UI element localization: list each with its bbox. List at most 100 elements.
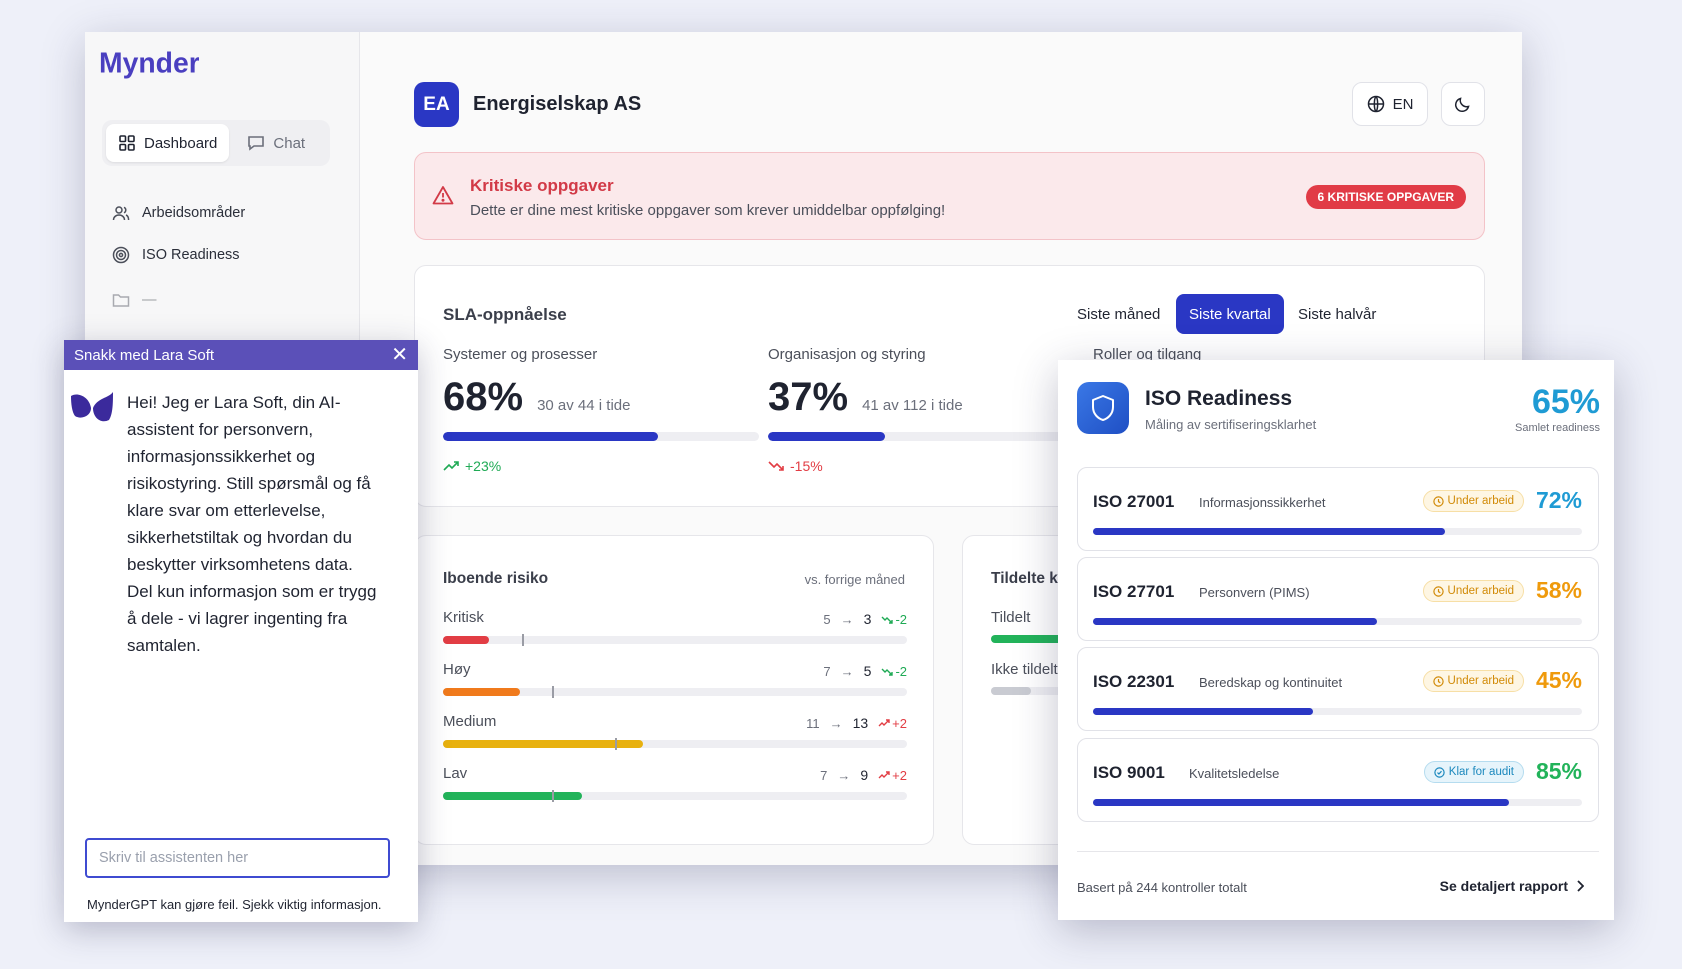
risk-row: Lav 7 → 9 +2 — [443, 765, 907, 802]
metric-trend: -15% — [768, 458, 1084, 474]
clock-icon — [1432, 495, 1444, 507]
metric-label: Roller og tilgang — [1093, 346, 1202, 363]
iso-progress-bar — [1093, 528, 1582, 535]
arrow-right-icon: → — [837, 767, 851, 783]
risk-bar — [443, 634, 907, 646]
iso-title: ISO Readiness — [1145, 387, 1293, 410]
arrow-right-icon: → — [840, 611, 854, 627]
svg-text:Mynder: Mynder — [99, 47, 199, 79]
metric-percent: 37% — [768, 375, 849, 419]
metric-sub: 41 av 112 i tide — [862, 397, 963, 414]
iso-code: ISO 22301 — [1093, 672, 1175, 691]
period-last-quarter[interactable]: Siste kvartal — [1176, 294, 1284, 334]
iso-standard-row[interactable]: ISO 27001 Informasjonssikkerhet Under arbe… — [1077, 467, 1599, 551]
chat-input[interactable] — [85, 838, 390, 878]
risk-delta: -2 — [881, 612, 907, 627]
sla-metric: Organisasjon og styring 37% 41 av 112 i … — [768, 346, 1084, 474]
trend-down-icon — [768, 461, 784, 471]
metric-sub: 30 av 44 i tide — [537, 397, 631, 414]
risk-bar — [443, 738, 907, 750]
period-last-half-year[interactable]: Siste halvår — [1298, 305, 1377, 323]
iso-standard-row[interactable]: ISO 9001 Kvalitetsledelse Klar for audit 85… — [1077, 738, 1599, 822]
metric-percent: 68% — [443, 375, 524, 419]
risk-level-label: Kritisk — [443, 609, 484, 626]
metric-progress-bar — [768, 432, 1084, 441]
sidebar-item-iso-readiness[interactable]: ISO Readiness — [112, 246, 240, 264]
org-avatar[interactable]: EA — [414, 82, 459, 127]
grid-icon — [119, 135, 135, 151]
assigned-row-label: Ikke tildelt — [991, 661, 1058, 678]
chat-tab[interactable]: Chat — [235, 124, 317, 162]
iso-status-badge: Klar for audit — [1423, 761, 1524, 783]
risk-level-label: Medium — [443, 713, 497, 730]
close-icon[interactable]: ✕ — [391, 344, 408, 366]
detailed-report-link[interactable]: Se detaljert rapport — [1440, 878, 1584, 894]
critical-count-badge: 6 KRITISKE OPPGAVER — [1305, 185, 1466, 209]
risk-change: 11 → 13 +2 — [806, 715, 907, 731]
assistant-message: Hei! Jeg er Lara Soft, din AI-assistent … — [127, 393, 377, 655]
iso-status-badge: Under arbeid — [1422, 580, 1524, 602]
risk-current: 3 — [863, 611, 872, 627]
clock-icon — [1432, 585, 1444, 597]
sidebar-item-label: — — [142, 292, 157, 308]
risk-bar — [443, 686, 907, 698]
iso-status-badge: Under arbeid — [1422, 490, 1524, 512]
iso-code: ISO 27701 — [1093, 582, 1175, 601]
risk-change: 5 → 3 -2 — [823, 611, 907, 627]
dashboard-tab[interactable]: Dashboard — [106, 124, 230, 162]
risk-previous: 11 — [806, 715, 820, 731]
trend-up-icon — [878, 770, 890, 778]
period-last-month[interactable]: Siste måned — [1077, 305, 1161, 323]
iso-code: ISO 27001 — [1093, 492, 1175, 511]
metric-progress-bar — [443, 432, 759, 441]
folder-icon — [112, 294, 130, 307]
iso-progress-bar — [1093, 708, 1582, 715]
risk-current: 9 — [860, 767, 869, 783]
risk-bar — [443, 790, 907, 802]
sidebar-item-arbeidsomrader[interactable]: Arbeidsområder — [112, 204, 245, 222]
check-circle-icon — [1434, 766, 1445, 778]
metric-label: Organisasjon og styring — [768, 346, 926, 363]
moon-icon — [1454, 97, 1470, 113]
view-toggle: Dashboard Chat — [102, 120, 330, 166]
metric-label: Systemer og prosesser — [443, 346, 598, 363]
risk-delta: +2 — [878, 768, 907, 783]
risk-row: Kritisk 5 → 3 -2 — [443, 609, 907, 646]
risk-current: 13 — [852, 715, 869, 731]
risk-change: 7 → 9 +2 — [820, 767, 907, 783]
iso-total-label: Samlet readiness — [1515, 422, 1600, 434]
chat-header: Snakk med Lara Soft ✕ — [64, 340, 418, 370]
chat-disclaimer: MynderGPT kan gjøre feil. Sjekk viktig i… — [87, 897, 382, 912]
warning-icon — [432, 186, 454, 205]
chat-title: Snakk med Lara Soft — [74, 346, 215, 364]
assigned-row-label: Tildelt — [991, 609, 1031, 626]
iso-subtitle: Måling av sertifiseringsklarhet — [1145, 417, 1317, 432]
butterfly-logo-icon — [71, 392, 113, 422]
alert-text: Dette er dine mest kritiske oppgaver som… — [470, 202, 946, 219]
target-icon — [112, 246, 130, 264]
trend-down-icon — [881, 668, 894, 676]
risk-previous: 7 — [820, 767, 828, 783]
inherent-risk-card: Iboende risiko vs. forrige måned Kritisk… — [414, 535, 934, 845]
org-name: Energiselskap AS — [473, 93, 642, 115]
iso-total-percent: 65% — [1531, 383, 1600, 421]
risk-level-label: Lav — [443, 765, 468, 782]
critical-tasks-alert[interactable]: Kritiske oppgaver Dette er dine mest kri… — [414, 152, 1485, 240]
theme-toggle-button[interactable] — [1441, 82, 1485, 126]
chevron-right-icon — [1577, 880, 1584, 892]
iso-progress-bar — [1093, 799, 1582, 806]
risk-change: 7 → 5 -2 — [823, 663, 907, 679]
iso-percent: 72% — [1535, 487, 1582, 513]
language-label: EN — [1392, 95, 1414, 113]
risk-level-label: Høy — [443, 661, 471, 678]
language-button[interactable]: EN — [1352, 82, 1428, 126]
metric-trend: +23% — [443, 458, 759, 474]
globe-icon — [1367, 95, 1384, 113]
iso-standard-row[interactable]: ISO 27701 Personvern (PIMS) Under arbeid 58… — [1077, 557, 1599, 641]
sidebar-item-folder[interactable]: — — [112, 291, 157, 309]
mynder-logo[interactable]: Mynder — [99, 44, 199, 84]
risk-row: Høy 7 → 5 -2 — [443, 661, 907, 698]
iso-standard-row[interactable]: ISO 22301 Beredskap og kontinuitet Under a… — [1077, 647, 1599, 731]
risk-current: 5 — [863, 663, 872, 679]
risk-previous: 7 — [823, 663, 831, 679]
